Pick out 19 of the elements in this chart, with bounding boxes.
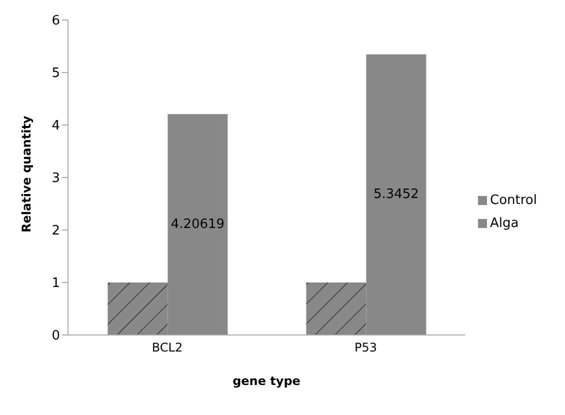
y-tick-label: 4 <box>52 118 60 134</box>
bar <box>168 114 228 335</box>
y-tick-label: 1 <box>52 276 60 292</box>
x-tick-label: P53 <box>354 340 378 355</box>
legend-label: Alga <box>490 216 519 231</box>
y-tick-label: 6 <box>52 14 60 29</box>
y-tick-label: 2 <box>52 224 60 239</box>
y-tick-label: 5 <box>52 66 60 82</box>
y-tick-label: 0 <box>52 328 60 344</box>
x-tick-label: BCL2 <box>152 340 183 355</box>
x-axis-title: gene type <box>232 374 300 388</box>
y-axis-title: Relative quantity <box>19 116 34 232</box>
bar <box>366 54 426 335</box>
y-tick-label: 3 <box>52 171 60 186</box>
bar <box>108 282 168 335</box>
bar <box>306 282 366 335</box>
data-label: 4.20619 <box>170 217 225 232</box>
data-label: 5.3452 <box>373 187 419 202</box>
legend-label: Control <box>490 193 537 208</box>
